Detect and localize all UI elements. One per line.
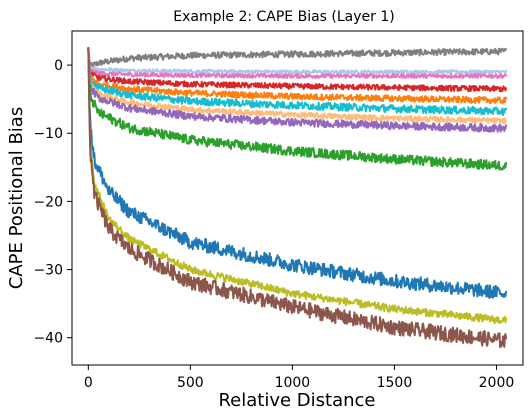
series-line-8 <box>87 47 508 133</box>
series-line-10 <box>87 47 508 299</box>
series-line-9 <box>87 47 508 171</box>
series-line-4 <box>87 47 508 93</box>
series-line-5 <box>87 47 508 105</box>
x-tick-label: 0 <box>84 375 93 391</box>
series-line-7 <box>87 47 508 125</box>
chart-title: Example 2: CAPE Bias (Layer 1) <box>173 9 394 25</box>
y-tick-label: 0 <box>54 58 63 74</box>
y-tick-label: −30 <box>33 263 63 279</box>
series-layer <box>87 47 508 348</box>
y-tick-label: −10 <box>33 126 63 142</box>
y-axis: 0 −10 −20 −30 −40 <box>33 58 72 347</box>
series-line-2 <box>87 47 508 75</box>
series-line-1 <box>87 47 508 69</box>
series-line-3 <box>87 47 508 80</box>
y-axis-label: CAPE Positional Bias <box>6 107 27 289</box>
x-tick-label: 1500 <box>377 375 413 391</box>
x-axis-label: Relative Distance <box>218 390 375 411</box>
series-line-12 <box>87 47 508 348</box>
y-tick-label: −40 <box>33 331 63 347</box>
series-line-11 <box>87 47 508 325</box>
y-tick-label: −20 <box>33 194 63 210</box>
x-tick-label: 2000 <box>479 375 515 391</box>
x-tick-label: 1000 <box>275 375 311 391</box>
plot-frame <box>71 30 524 366</box>
x-axis: 0 500 1000 1500 2000 <box>84 365 514 391</box>
series-line-6 <box>87 47 508 117</box>
x-tick-label: 500 <box>177 375 204 391</box>
